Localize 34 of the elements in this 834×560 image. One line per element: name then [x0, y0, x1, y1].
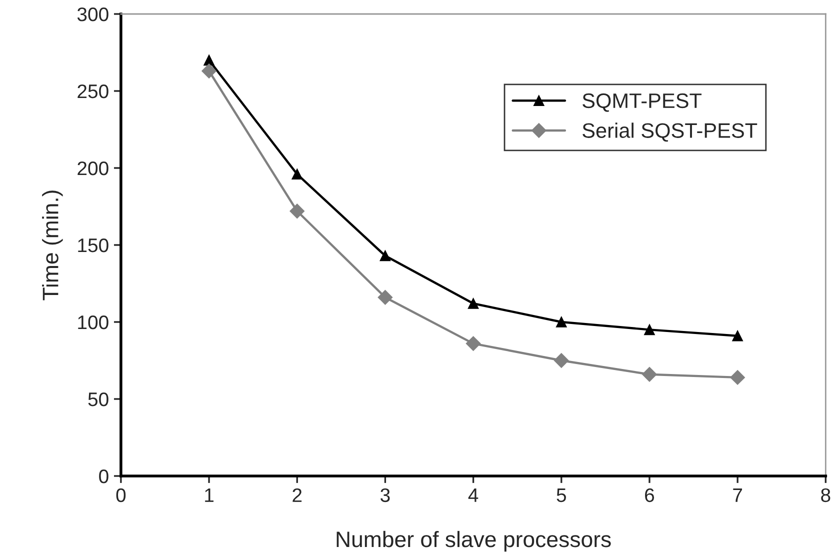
point	[292, 168, 302, 180]
legend-label: SQMT-PEST	[582, 93, 702, 112]
point	[730, 370, 745, 385]
y-tick-label: 100	[78, 315, 108, 330]
x-tick-label: 5	[556, 488, 566, 502]
x-tick-label: 4	[468, 488, 478, 502]
x-tick-label: 0	[116, 488, 126, 502]
point	[644, 324, 655, 336]
legend-label: Serial SQST-PEST	[582, 122, 758, 142]
y-axis-title: Time (min.)	[42, 190, 63, 300]
y-tick-label: 0	[99, 469, 108, 484]
point	[380, 250, 391, 262]
point	[204, 54, 214, 66]
point	[290, 204, 305, 219]
x-tick-label: 2	[292, 488, 302, 502]
point	[556, 316, 567, 328]
x-tick-label: 8	[821, 488, 830, 502]
point	[466, 336, 481, 351]
y-tick-label: 250	[78, 84, 108, 98]
y-tick-label: 50	[88, 392, 108, 406]
x-tick-label: 6	[645, 488, 654, 502]
point	[378, 290, 393, 305]
point	[732, 330, 743, 342]
point	[468, 298, 479, 309]
point	[554, 353, 569, 368]
y-tick-label: 300	[77, 7, 108, 22]
point	[202, 64, 216, 78]
x-tick-label: 1	[205, 488, 214, 502]
x-tick-label: 7	[733, 488, 742, 502]
point	[642, 366, 657, 382]
y-tick-label: 150	[78, 238, 108, 252]
x-tick-label: 3	[380, 488, 390, 502]
x-axis-title: Number of slave processors	[336, 530, 611, 552]
y-tick-label: 200	[78, 161, 108, 176]
